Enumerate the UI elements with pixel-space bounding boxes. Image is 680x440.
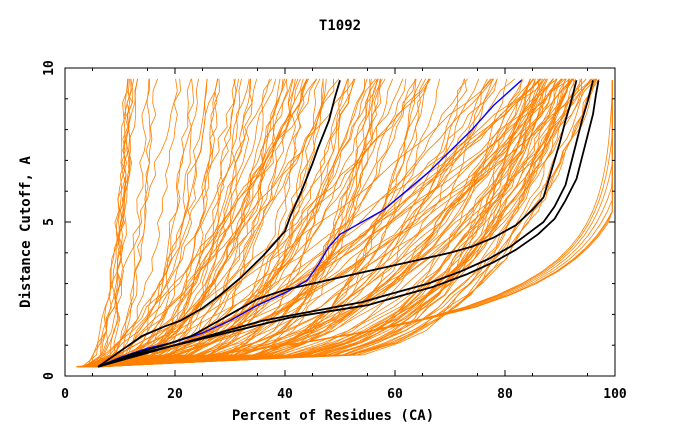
model-line [96, 78, 308, 368]
model-line [100, 78, 545, 368]
model-line [89, 78, 208, 368]
model-line [85, 78, 557, 368]
model-line [96, 78, 544, 368]
model-line [83, 78, 378, 368]
model-line [88, 78, 573, 368]
model-line [94, 78, 258, 368]
y-tick-label: 5 [42, 218, 57, 226]
x-tick-label: 20 [167, 387, 183, 402]
highlight-line-black [97, 80, 594, 368]
model-line [102, 78, 250, 368]
model-line [97, 78, 597, 368]
y-axis: 0 5 10 [42, 60, 615, 380]
model-line [92, 78, 129, 368]
model-line [86, 78, 178, 368]
model-line [79, 78, 407, 368]
model-line [97, 80, 613, 368]
model-line [78, 78, 354, 368]
model-line [77, 78, 308, 368]
model-line [93, 78, 299, 368]
model-line [92, 78, 237, 368]
model-line [100, 78, 534, 368]
model-line [83, 78, 480, 368]
x-axis: 0 20 40 60 80 100 [61, 68, 627, 402]
model-line [81, 78, 562, 368]
model-line [86, 78, 324, 368]
model-line [88, 78, 431, 368]
model-line [86, 78, 566, 368]
x-tick-label: 100 [603, 387, 627, 402]
model-line [93, 78, 355, 368]
model-line [85, 78, 571, 368]
model-line [101, 78, 508, 368]
y-axis-label: Distance Cutoff, A [18, 156, 34, 308]
model-line [76, 78, 288, 368]
model-line [79, 78, 541, 368]
model-line [83, 78, 284, 368]
x-axis-label: Percent of Residues (CA) [232, 408, 434, 424]
model-line [99, 78, 531, 368]
model-line [81, 78, 554, 368]
model-line [86, 78, 181, 367]
model-line [88, 78, 566, 368]
model-line [91, 78, 252, 368]
model-line [100, 78, 308, 368]
chart-title: T1092 [319, 18, 361, 34]
model-line [97, 78, 221, 368]
background-model-lines [76, 78, 613, 368]
model-line [81, 78, 582, 368]
model-line [82, 78, 498, 368]
model-line [76, 78, 536, 368]
model-line [94, 78, 382, 368]
model-line [76, 78, 535, 368]
x-tick-label: 80 [497, 387, 513, 402]
x-tick-label: 0 [61, 387, 69, 402]
model-line [96, 78, 522, 368]
highlight-line-black [97, 80, 578, 368]
model-line [84, 78, 335, 368]
model-line [85, 78, 288, 368]
model-line [96, 78, 383, 368]
y-tick-label: 0 [42, 372, 57, 380]
model-line [94, 78, 133, 368]
y-tick-label: 10 [42, 60, 57, 76]
highlighted-model-lines [97, 79, 600, 368]
model-line [83, 78, 132, 368]
model-line [86, 78, 595, 368]
model-line [83, 78, 348, 368]
model-line [90, 78, 134, 367]
model-line [79, 78, 371, 368]
model-line [91, 78, 577, 368]
model-line [96, 78, 573, 368]
model-line [94, 78, 129, 368]
model-line [85, 78, 321, 368]
model-line [90, 78, 150, 368]
model-line [87, 78, 151, 368]
highlight-line-black [97, 80, 341, 368]
model-line [96, 78, 563, 368]
model-line [83, 78, 570, 368]
model-line [88, 78, 272, 368]
model-line [78, 78, 379, 368]
model-line [97, 78, 498, 368]
model-line [93, 78, 548, 368]
model-line [97, 78, 596, 368]
model-line [95, 78, 591, 368]
model-line [85, 78, 239, 368]
model-line [86, 78, 293, 368]
model-line [77, 78, 581, 368]
model-line [82, 78, 554, 368]
x-tick-label: 40 [277, 387, 293, 402]
highlight-line-black [97, 80, 600, 368]
x-tick-label: 60 [387, 387, 403, 402]
model-line [87, 78, 562, 368]
model-line [95, 78, 535, 368]
model-line [98, 78, 340, 368]
model-line [87, 78, 195, 368]
